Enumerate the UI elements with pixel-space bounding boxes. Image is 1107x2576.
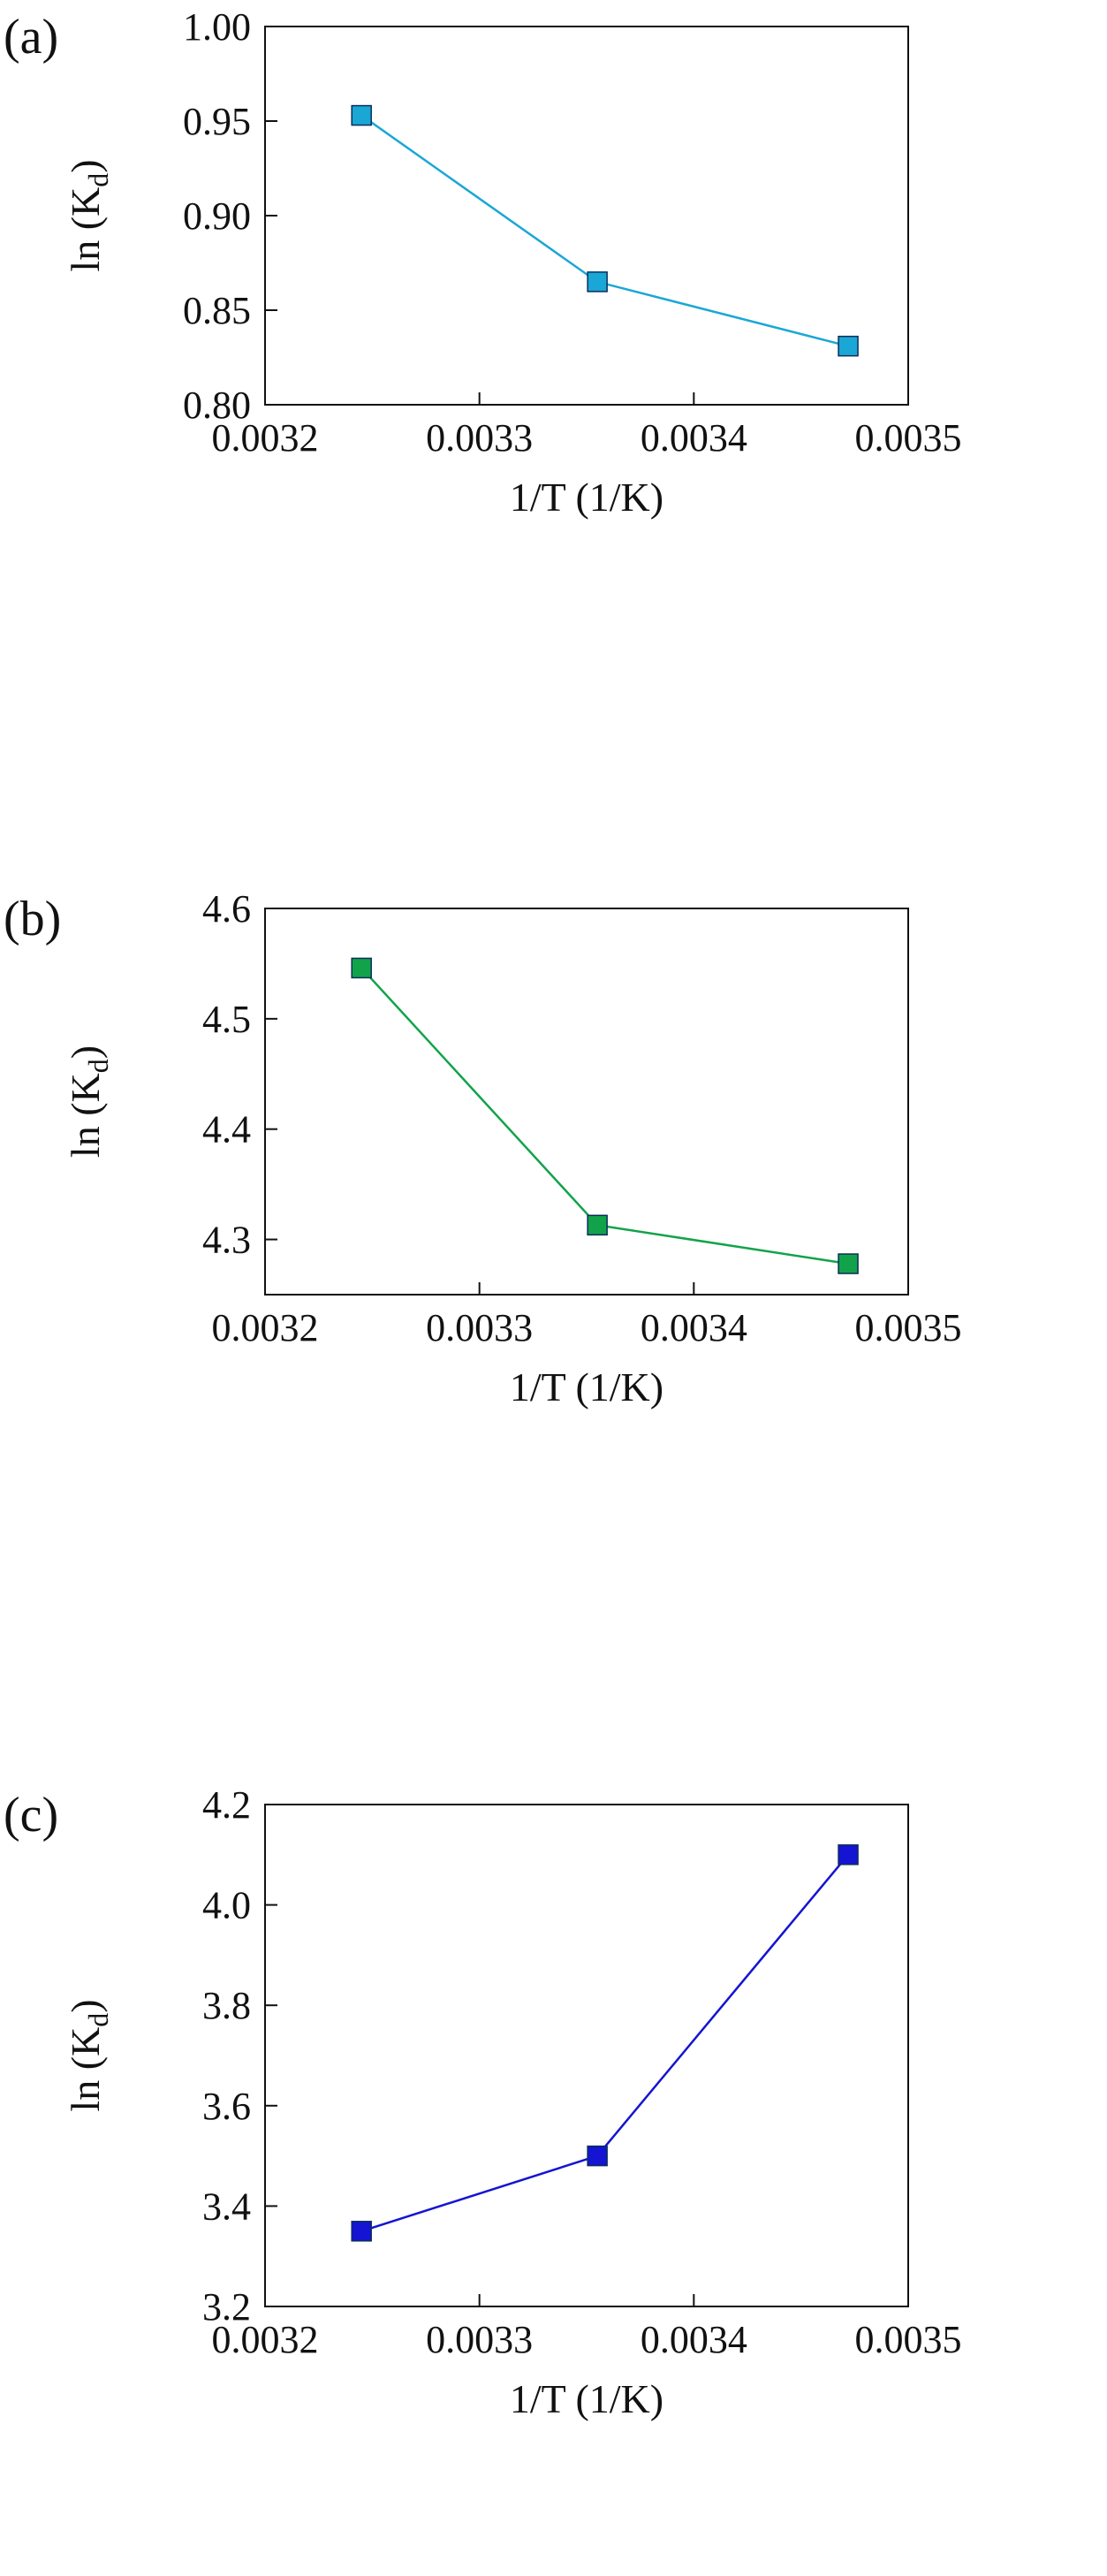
chart-0-plot-frame [264, 26, 909, 406]
chart-0-data-point [838, 335, 859, 357]
chart-0-series-line [360, 114, 849, 347]
chart-1-data-point [351, 957, 372, 979]
chart-0-x-tick-label: 0.0035 [855, 416, 962, 460]
chart-1-x-tick-label: 0.0034 [641, 1306, 747, 1349]
chart-2-y-tick-label: 3.2 [202, 2285, 251, 2329]
chart-1-y-tick-label: 4.3 [202, 1219, 251, 1262]
chart-0-y-tick-label: 0.90 [183, 194, 251, 238]
chart-2-y-tick-label: 3.8 [202, 1984, 251, 2027]
chart-0-x-tick-label: 0.0034 [641, 416, 747, 460]
chart-0-panel-label: (a) [4, 10, 58, 65]
chart-2-plot-frame [264, 1804, 909, 2307]
chart-2-series-line [360, 1853, 850, 2232]
chart-2-y-tick-label: 3.4 [202, 2185, 251, 2228]
chart-2: 0.0032 0.0033 0.0034 0.0035 3.2 3.4 3.6 3.8 4.0 4… [4, 1783, 962, 2421]
chart-1-x-tick-label: 0.0032 [212, 1306, 319, 1349]
chart-2-x-tick-label: 0.0033 [426, 2318, 533, 2361]
chart-2-y-tick-label: 3.6 [202, 2085, 251, 2128]
chart-0-y-tick-label: 0.80 [183, 384, 251, 427]
chart-1-data-point [587, 1214, 608, 1236]
chart-2-y-tick-label: 4.0 [202, 1884, 251, 1927]
chart-1-x-tick-label: 0.0033 [426, 1306, 533, 1349]
chart-1-y-axis-label: ln (Kd) [63, 1045, 114, 1158]
chart-1-data-point [838, 1253, 859, 1274]
chart-0-y-axis-label: ln (Kd) [63, 159, 114, 271]
chart-1-y-tick-label: 4.4 [202, 1108, 251, 1151]
chart-1: 0.0032 0.0033 0.0034 0.0035 4.3 4.4 4.5 4.6 1/T … [4, 887, 962, 1410]
chart-1-x-axis-label: 1/T (1/K) [510, 1364, 663, 1410]
chart-2-data-point [587, 2145, 608, 2167]
chart-2-x-tick-label: 0.0034 [641, 2318, 747, 2361]
chart-2-data-point [838, 1844, 859, 1866]
chart-2-x-tick-label: 0.0032 [212, 2318, 319, 2361]
chart-2-x-axis-label: 1/T (1/K) [510, 2376, 663, 2421]
chart-0-data-point [587, 271, 608, 293]
chart-0-y-tick-label: 0.85 [183, 289, 251, 332]
chart-1-panel-label: (b) [4, 892, 61, 946]
chart-2-y-tick-label: 4.2 [202, 1783, 251, 1827]
chart-0-x-tick-label: 0.0033 [426, 416, 533, 460]
chart-0-y-tick-label: 1.00 [183, 5, 251, 49]
chart-0: 0.0032 0.0033 0.0034 0.0035 0.80 0.85 0.90 0.95… [4, 5, 962, 520]
chart-2-panel-label: (c) [4, 1788, 58, 1843]
chart-1-y-tick-label: 4.6 [202, 887, 251, 931]
chart-0-x-tick-label: 0.0032 [212, 416, 319, 460]
chart-1-plot-frame [264, 908, 909, 1296]
chart-2-y-axis-label: ln (Kd) [63, 1999, 114, 2111]
chart-2-x-tick-label: 0.0035 [855, 2318, 962, 2361]
chart-0-x-axis-label: 1/T (1/K) [510, 475, 663, 520]
chart-2-data-point [351, 2221, 372, 2242]
chart-0-data-point [351, 104, 372, 126]
chart-0-y-tick-label: 0.95 [183, 100, 251, 143]
chart-1-y-tick-label: 4.5 [202, 998, 251, 1041]
chart-1-x-tick-label: 0.0035 [855, 1306, 962, 1349]
